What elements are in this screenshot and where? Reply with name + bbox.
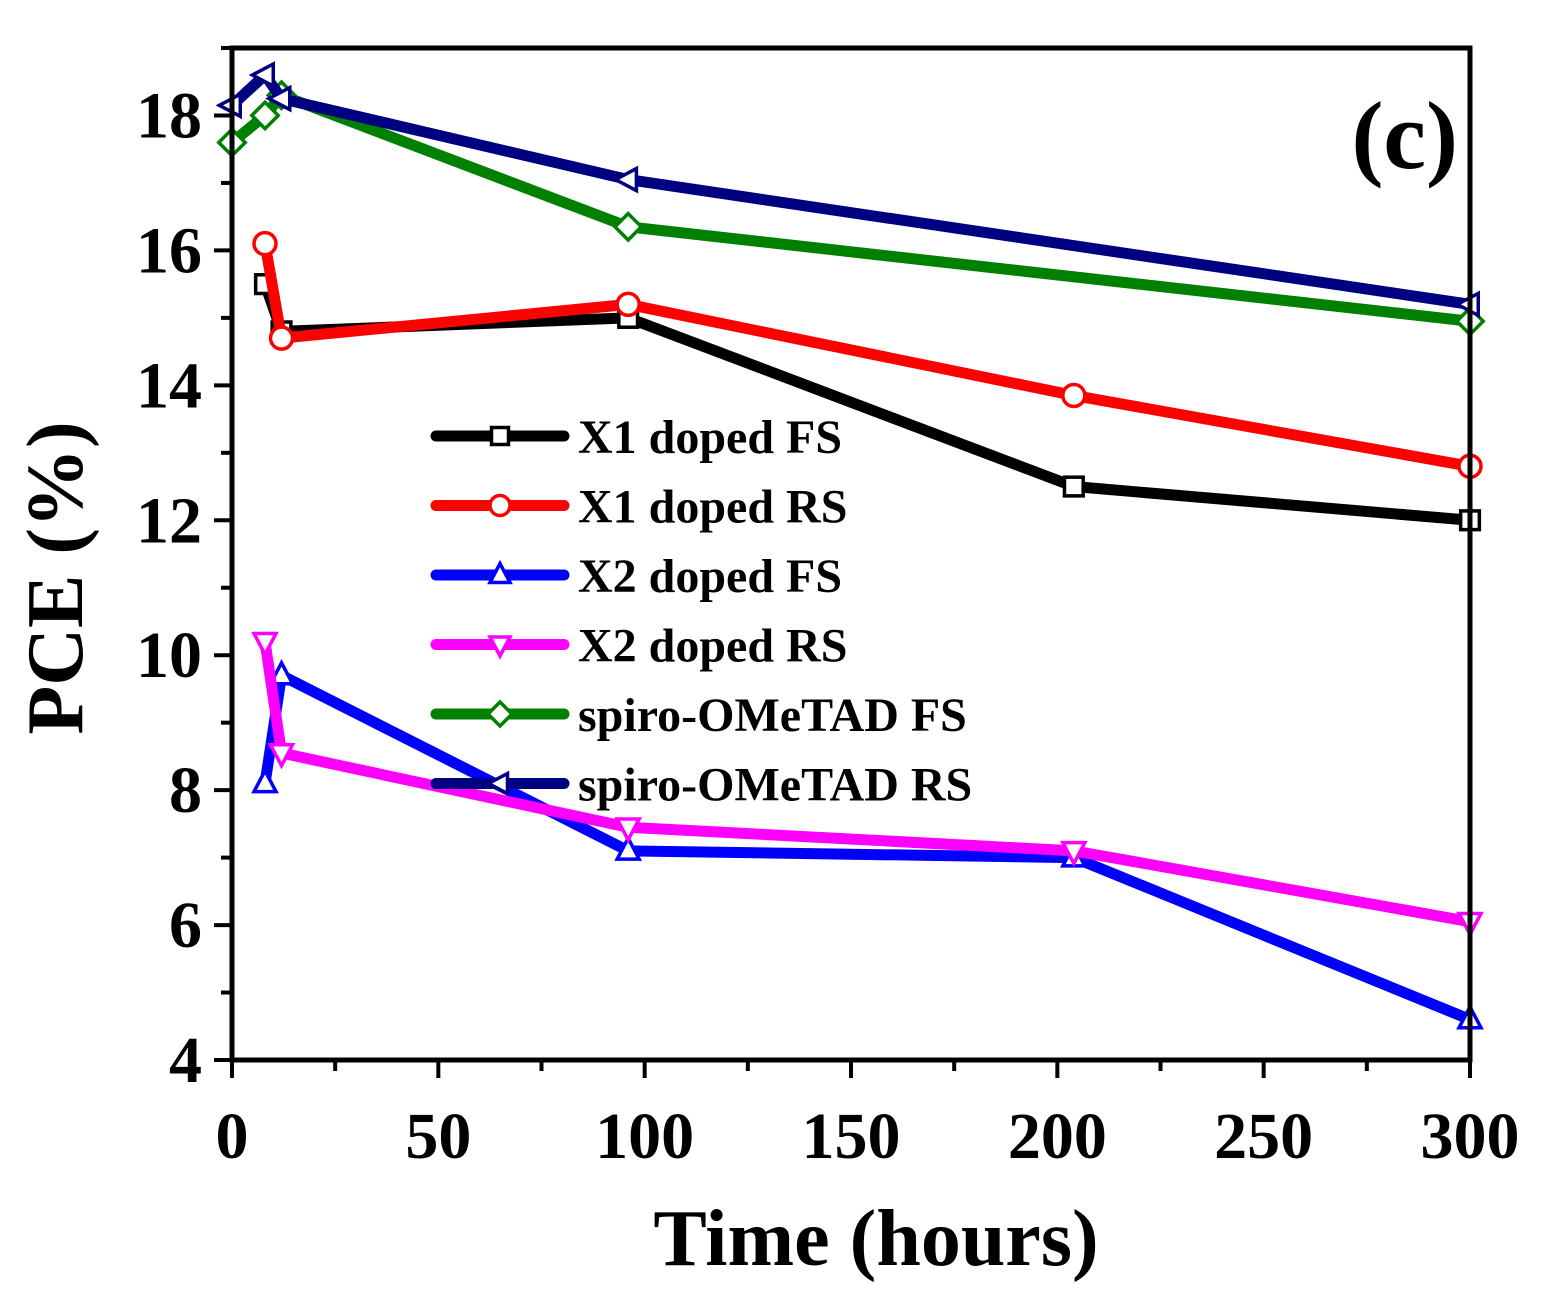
x-tick-label: 200 xyxy=(1008,1100,1107,1173)
x-axis-title: Time (hours) xyxy=(653,1195,1098,1283)
data-point-triangle-up xyxy=(614,834,643,861)
x-tick-label: 250 xyxy=(1214,1100,1313,1173)
data-point-square xyxy=(1062,475,1085,498)
data-point-triangle-down xyxy=(487,635,513,660)
data-point-triangle-down xyxy=(251,631,279,659)
data-point-circle xyxy=(268,325,295,351)
x-tick-label: 100 xyxy=(595,1100,694,1173)
x-tick-label: 50 xyxy=(405,1100,471,1173)
data-point-triangle-up xyxy=(251,766,279,794)
legend-item: X2 doped RS xyxy=(430,620,847,673)
data-point-triangle-down xyxy=(267,743,296,770)
y-tick-label: 10 xyxy=(136,619,202,692)
data-point-triangle-left xyxy=(611,165,639,194)
data-point-circle xyxy=(252,230,278,257)
legend: X1 doped FS X1 doped RS X2 doped FS X2 dope… xyxy=(430,411,972,812)
legend-label: spiro-OMeTAD RS xyxy=(578,759,972,812)
panel-label: (c) xyxy=(1351,82,1458,189)
series-line xyxy=(226,69,1476,310)
y-tick-label: 6 xyxy=(169,889,202,962)
legend-item: X1 doped FS xyxy=(430,411,842,464)
legend-label: X1 doped FS xyxy=(578,411,842,464)
x-tick-label: 150 xyxy=(802,1100,901,1173)
data-point-diamond xyxy=(485,699,515,729)
data-point-triangle-down xyxy=(614,817,643,844)
data-point-square xyxy=(489,425,511,447)
series-layer xyxy=(215,61,1486,1030)
data-point-circle xyxy=(1061,382,1087,409)
series-x1-doped-fs xyxy=(253,273,1482,532)
data-point-triangle-left xyxy=(265,84,292,113)
legend-label: X1 doped RS xyxy=(578,481,847,534)
y-tick-label: 12 xyxy=(136,484,202,557)
x-tick-label: 300 xyxy=(1421,1100,1520,1173)
data-point-triangle-left xyxy=(484,770,510,797)
legend-label: spiro-OMeTAD FS xyxy=(578,689,967,742)
data-point-circle xyxy=(615,291,641,318)
legend-item: spiro-OMeTAD FS xyxy=(430,689,967,742)
legend-item: X1 doped RS xyxy=(430,481,847,534)
data-point-triangle-up xyxy=(487,559,513,585)
y-tick-label: 4 xyxy=(169,1024,202,1097)
data-point-diamond xyxy=(249,99,281,132)
y-tick-label: 14 xyxy=(136,349,202,422)
data-point-diamond xyxy=(612,211,644,243)
legend-label: X2 doped FS xyxy=(578,550,842,603)
y-tick-label: 8 xyxy=(169,754,202,827)
series-spiro-ometad-rs xyxy=(215,61,1480,319)
data-point-triangle-down xyxy=(1059,840,1088,868)
y-tick-label: 16 xyxy=(136,214,202,287)
y-axis-title: PCE (%) xyxy=(12,421,100,734)
plot-frame xyxy=(229,45,1473,1063)
legend-item: spiro-OMeTAD RS xyxy=(430,759,972,812)
ticks-layer: 0 50 100 150 200 250 300 4 6 8 10 12 14 16 18 xyxy=(136,46,1520,1173)
data-point-triangle-left xyxy=(248,61,276,89)
legend-label: X2 doped RS xyxy=(578,620,847,673)
x-tick-label: 0 xyxy=(216,1100,249,1173)
legend-item: X2 doped FS xyxy=(430,550,842,603)
y-tick-label: 18 xyxy=(136,79,202,152)
data-point-circle xyxy=(488,493,512,518)
